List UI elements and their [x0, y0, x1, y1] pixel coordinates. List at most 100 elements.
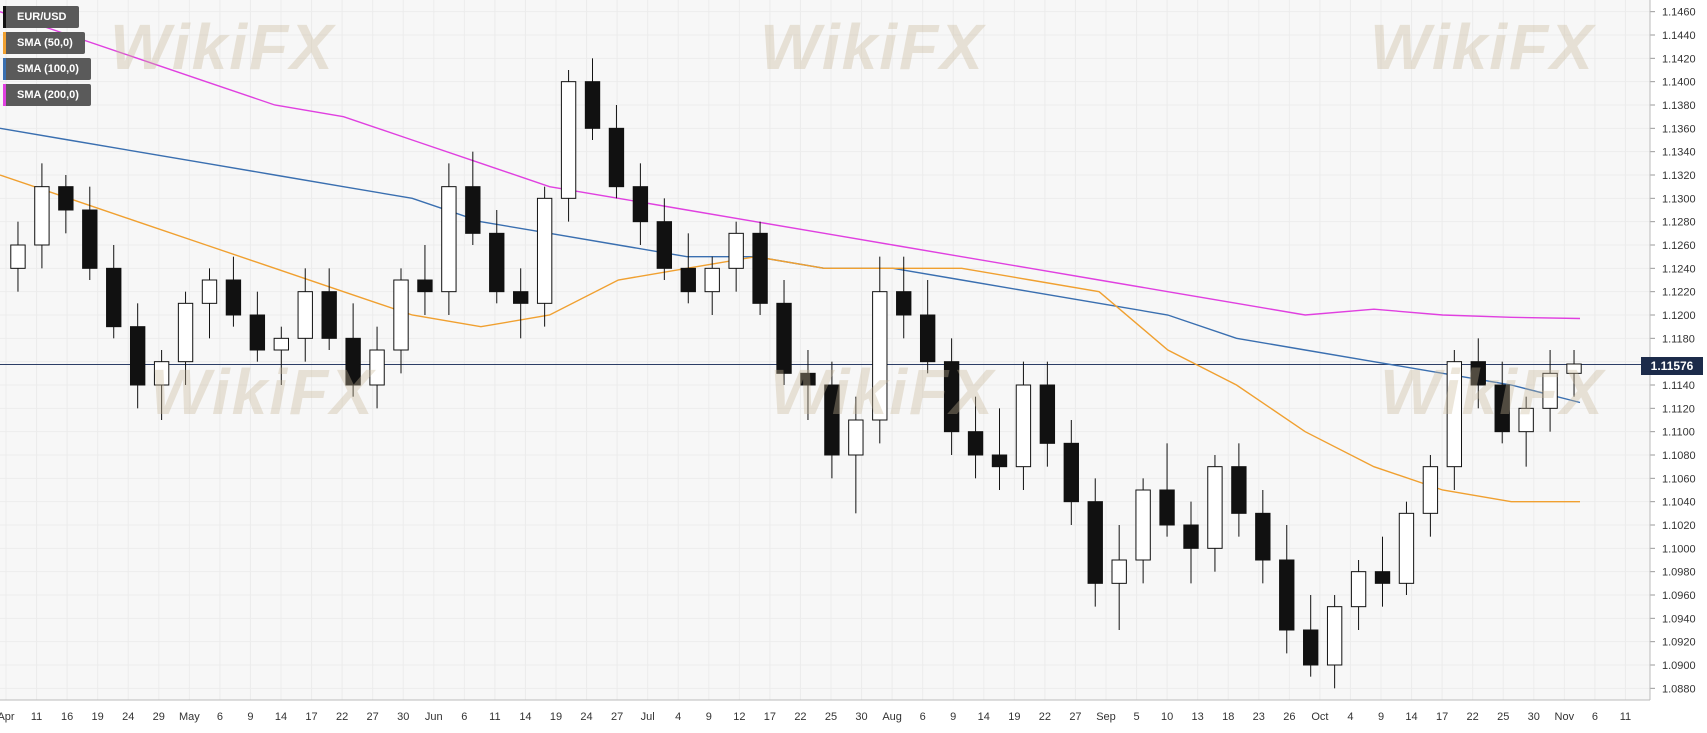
y-tick-label: 1.1280 — [1662, 217, 1696, 229]
watermark-wikifx: WikiFX — [110, 11, 335, 83]
candle-body — [1087, 501, 1103, 584]
candle-body — [1111, 559, 1127, 584]
legend-swatch — [3, 58, 6, 80]
x-tick-label: Jun — [425, 711, 443, 723]
legend-item-sma100[interactable]: SMA (100,0) — [3, 58, 91, 80]
x-tick-label: 6 — [461, 711, 467, 723]
y-tick-label: 1.1060 — [1662, 473, 1696, 485]
legend-label: SMA (200,0) — [17, 89, 79, 101]
legend-item-sma50[interactable]: SMA (50,0) — [3, 32, 85, 54]
candle-body — [58, 186, 74, 211]
y-tick-label: 1.1340 — [1662, 147, 1696, 159]
candle-body — [489, 232, 505, 293]
x-tick-label: 14 — [275, 711, 287, 723]
candle-body — [1494, 384, 1510, 433]
candle-body — [632, 186, 649, 223]
x-tick-label: 17 — [1436, 711, 1448, 723]
x-tick-label: 11 — [1620, 711, 1631, 723]
watermark-wikifx: WikiFX — [1370, 11, 1595, 83]
x-tick-label: 27 — [367, 711, 379, 723]
watermark-wikifx: WikiFX — [760, 11, 985, 83]
x-tick-label: 27 — [611, 711, 623, 723]
legend-swatch — [3, 32, 6, 54]
candle-body — [943, 361, 960, 433]
candle-body — [153, 361, 170, 386]
candle-body — [465, 186, 481, 234]
candle-body — [560, 81, 577, 199]
candle-body — [1446, 361, 1463, 468]
x-tick-label: 30 — [1528, 711, 1540, 723]
legend-item-pair[interactable]: EUR/USD — [3, 6, 79, 28]
x-tick-label: 13 — [1192, 711, 1204, 723]
y-tick-label: 1.1120 — [1662, 403, 1695, 415]
x-tick-label: Aug — [882, 711, 902, 723]
x-tick-label: 25 — [825, 711, 837, 723]
candle-body — [1542, 372, 1558, 409]
y-tick-label: 1.0880 — [1662, 683, 1696, 695]
x-tick-label: 30 — [397, 711, 409, 723]
candle-body — [1039, 384, 1056, 444]
x-tick-label: 14 — [519, 711, 531, 723]
legend-label: SMA (50,0) — [17, 37, 73, 49]
candle-body — [249, 314, 266, 351]
candle-body — [177, 302, 194, 363]
y-tick-label: 1.1220 — [1662, 287, 1696, 299]
candle-body — [1566, 363, 1582, 374]
candle-body — [1159, 489, 1175, 526]
y-tick-label: 1.1040 — [1662, 497, 1696, 509]
y-tick-label: 1.1420 — [1662, 53, 1696, 65]
x-tick-label: 16 — [61, 711, 73, 723]
candle-body — [752, 232, 768, 304]
x-tick-label: 17 — [305, 711, 317, 723]
candle-body — [800, 372, 816, 386]
y-tick-label: 1.1380 — [1662, 100, 1696, 112]
x-tick-label: 24 — [580, 711, 592, 723]
sma200-line — [0, 11, 1581, 320]
x-tick-label: 9 — [706, 711, 712, 723]
x-tick-label: 5 — [1133, 711, 1139, 723]
x-tick-label: 6 — [217, 711, 223, 723]
candle-body — [1326, 606, 1343, 666]
candle-body — [417, 279, 433, 293]
y-tick-label: 1.1400 — [1662, 77, 1696, 89]
x-tick-label: Nov — [1555, 711, 1575, 723]
y-tick-label: 1.1360 — [1662, 123, 1696, 135]
candle-body — [82, 209, 98, 269]
candle-body — [824, 384, 840, 456]
x-tick-label: 14 — [1405, 711, 1417, 723]
candle-body — [1207, 466, 1223, 549]
y-tick-label: 1.0920 — [1662, 637, 1696, 649]
x-tick-label: 6 — [920, 711, 926, 723]
x-tick-label: 26 — [1283, 711, 1295, 723]
x-tick-label: 9 — [247, 711, 253, 723]
y-tick-label: 1.1200 — [1662, 310, 1696, 322]
candle-body — [34, 186, 50, 246]
x-tick-label: 9 — [950, 711, 956, 723]
candle-body — [1518, 407, 1534, 433]
watermark-wikifx: WikiFX — [1380, 356, 1605, 428]
candle-body — [513, 291, 529, 304]
candle-body — [1135, 489, 1151, 561]
candle-body — [536, 197, 553, 304]
x-tick-label: Jul — [641, 711, 655, 723]
x-tick-label: 22 — [1039, 711, 1051, 723]
legend-label: SMA (100,0) — [17, 63, 79, 75]
candle-body — [728, 232, 744, 269]
legend-label: EUR/USD — [17, 11, 67, 23]
legend-swatch — [3, 84, 6, 106]
candle-body — [1063, 442, 1079, 503]
x-tick-label: 18 — [1222, 711, 1234, 723]
x-tick-label: 24 — [122, 711, 134, 723]
legend-item-sma200[interactable]: SMA (200,0) — [3, 84, 91, 106]
candle-body — [872, 291, 888, 421]
x-tick-label: 6 — [1592, 711, 1598, 723]
watermark-wikifx: WikiFX — [770, 356, 995, 428]
candle-body — [201, 279, 218, 304]
candle-body — [297, 291, 313, 339]
x-tick-label: 11 — [489, 711, 500, 723]
y-tick-label: 1.0940 — [1662, 613, 1696, 625]
x-tick-label: Sep — [1096, 711, 1116, 723]
candle-body — [345, 337, 361, 386]
